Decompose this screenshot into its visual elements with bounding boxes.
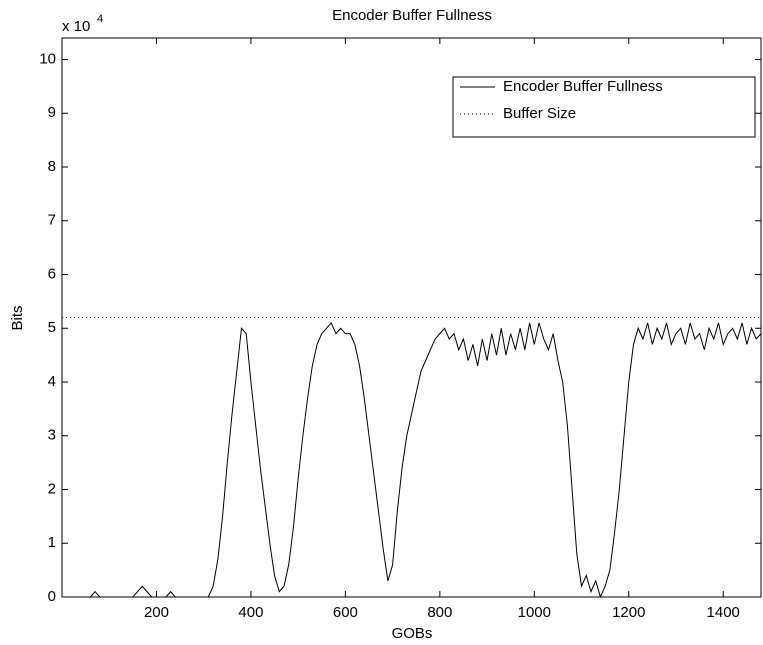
y-tick-label: 4 — [48, 373, 56, 390]
x-tick-label: 600 — [333, 604, 358, 621]
legend-label: Encoder Buffer Fullness — [503, 78, 663, 95]
x-axis-label: GOBs — [392, 625, 433, 642]
y-axis-label: Bits — [9, 305, 26, 330]
y-multiplier: x 10 — [62, 18, 90, 35]
y-exponent: 4 — [97, 13, 103, 25]
y-tick-label: 0 — [48, 588, 56, 605]
x-tick-label: 1000 — [518, 604, 551, 621]
legend-box — [452, 76, 756, 138]
y-tick-label: 6 — [48, 265, 56, 282]
y-tick-label: 8 — [48, 158, 56, 175]
y-tick-label: 5 — [48, 319, 56, 336]
legend-label: Buffer Size — [503, 105, 576, 122]
x-tick-label: 200 — [144, 604, 169, 621]
y-tick-label: 3 — [48, 427, 56, 444]
x-tick-label: 1200 — [612, 604, 645, 621]
x-tick-label: 400 — [238, 604, 263, 621]
y-tick-label: 2 — [48, 480, 56, 497]
y-tick-label: 10 — [39, 50, 56, 67]
y-tick-label: 7 — [48, 212, 56, 229]
y-tick-label: 1 — [48, 534, 56, 551]
plot-frame — [61, 37, 762, 598]
x-tick-label: 800 — [427, 604, 452, 621]
y-tick-label: 9 — [48, 104, 56, 121]
x-tick-label: 1400 — [707, 604, 740, 621]
chart-title: Encoder Buffer Fullness — [332, 7, 492, 24]
